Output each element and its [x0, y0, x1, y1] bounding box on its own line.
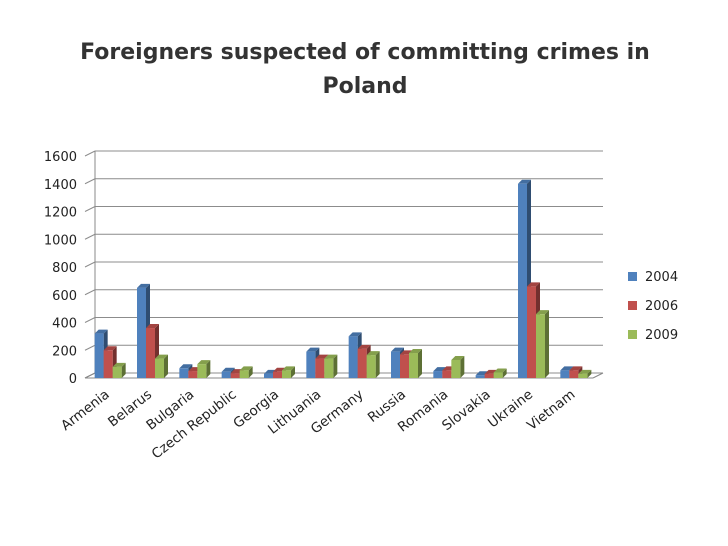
- bar-2009-georgia: [282, 366, 295, 378]
- floor-edge-left: [84, 372, 96, 379]
- gridline-depth: [84, 150, 96, 157]
- gridline-depth: [84, 206, 96, 212]
- gridline-depth: [84, 178, 96, 185]
- bar-2009-vietnam: [578, 369, 592, 378]
- bars: [94, 179, 592, 378]
- gridline-depth: [84, 261, 96, 268]
- y-tick-label: 1200: [44, 206, 77, 221]
- y-tick-label: 800: [52, 261, 77, 276]
- bar-2009-germany: [366, 351, 380, 378]
- bar-2009-slovakia: [493, 368, 507, 378]
- y-tick-label: 400: [52, 317, 77, 332]
- y-tick-label: 1000: [44, 233, 77, 248]
- y-tick-label: 1600: [44, 150, 77, 165]
- legend-label: 2009: [645, 328, 678, 343]
- legend-item-2006: 2006: [628, 299, 678, 314]
- legend-item-2004: 2004: [628, 270, 678, 285]
- bar-2009-czech-republic: [239, 366, 253, 378]
- bar-2009-bulgaria: [197, 360, 211, 378]
- x-tick-label: Armenia: [58, 387, 112, 434]
- legend: 2004 2006 2009: [628, 270, 678, 343]
- y-tick-label: 600: [52, 289, 77, 304]
- floor-edge-right: [592, 372, 604, 379]
- bar-2009-romania: [451, 355, 465, 378]
- gridline-depth: [84, 233, 96, 240]
- legend-item-2009: 2009: [628, 328, 678, 343]
- legend-swatch: [628, 272, 637, 281]
- gridline-depth: [84, 289, 96, 296]
- y-tick-label: 200: [52, 344, 77, 359]
- chart-title: Foreigners suspected of committing crime…: [80, 40, 650, 99]
- gridline-depth: [84, 344, 96, 351]
- x-tick-label: Vietnam: [524, 387, 578, 434]
- bar-2009-belarus: [155, 354, 168, 378]
- legend-swatch: [628, 330, 637, 339]
- bar-2009-armenia: [112, 362, 126, 378]
- legend-label: 2006: [645, 299, 678, 314]
- bar-2009-ukraine: [536, 310, 549, 378]
- bar-2009-russia: [409, 349, 422, 378]
- y-tick-labels: 0 200 400 600 800 1000 1200 1400 1600: [44, 150, 77, 387]
- legend-label: 2004: [645, 270, 678, 285]
- y-tick-label: 1400: [44, 178, 77, 193]
- y-tick-label: 0: [69, 372, 77, 387]
- x-tick-label: Slovakia: [439, 387, 494, 435]
- legend-swatch: [628, 301, 637, 310]
- gridline-depth: [84, 317, 96, 323]
- bar-2009-lithuania: [324, 354, 338, 378]
